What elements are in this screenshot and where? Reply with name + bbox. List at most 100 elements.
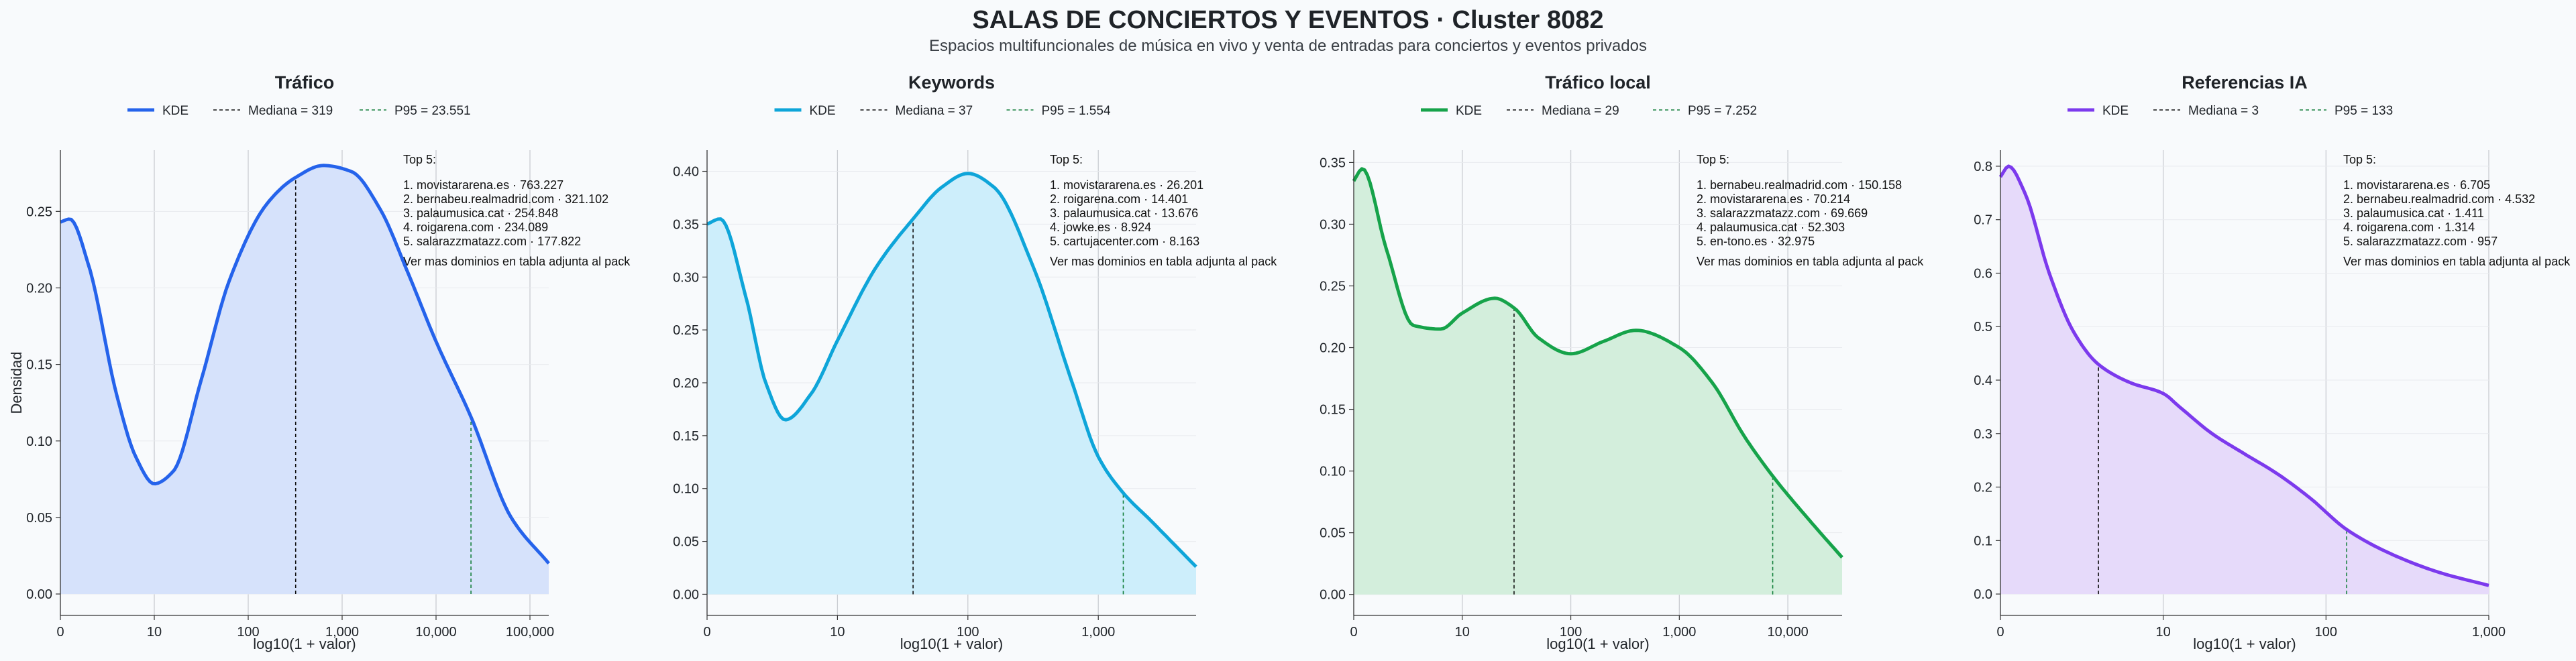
kde-area: [707, 173, 1196, 595]
y-tick-label: 0.05: [1320, 526, 1346, 541]
y-tick-label: 0.15: [1320, 403, 1346, 418]
x-tick-label: 10,000: [415, 625, 456, 640]
top5-item: 5. cartujacenter.com · 8.163: [1050, 235, 1199, 248]
top5-title: Top 5:: [1697, 153, 1729, 166]
kde-line: [1352, 167, 1843, 559]
figure-title: SALAS DE CONCIERTOS Y EVENTOS · Cluster …: [972, 6, 1603, 34]
y-tick-label: 0.5: [1974, 320, 1992, 335]
top5-item: 1. bernabeu.realmadrid.com · 150.158: [1697, 178, 1902, 192]
top5-item: 1. movistararena.es · 763.227: [403, 178, 564, 192]
legend-p95-label: P95 = 7.252: [1688, 104, 1757, 118]
legend: KDE Mediana = 29 P95 = 7.252: [1421, 104, 1757, 118]
x-axis-label: log10(1 + valor): [900, 636, 1003, 652]
y-tick-label: 0.7: [1974, 213, 1992, 228]
x-tick-label: 0: [1996, 625, 2004, 640]
legend: KDE Mediana = 37 P95 = 1.554: [774, 104, 1111, 118]
y-axis-label: Densidad: [8, 352, 25, 414]
top5-item: 4. palaumusica.cat · 52.303: [1697, 221, 1845, 234]
y-tick-label: 0.35: [1320, 156, 1346, 170]
y-tick-label: 0.2: [1974, 481, 1992, 495]
y-tick-label: 0.0: [1974, 587, 1992, 602]
panel-3: Tráfico local KDE Mediana = 29 P95 = 7.252 0…: [1320, 72, 1924, 652]
kde-line: [706, 172, 1197, 568]
x-tick-label: 10: [147, 625, 162, 640]
top5-note: Ver mas dominios en tabla adjunta al pac…: [1697, 255, 1924, 268]
kde-line: [60, 164, 550, 564]
x-tick-label: 10: [830, 625, 845, 640]
top5-item: 2. bernabeu.realmadrid.com · 4.532: [2343, 192, 2535, 206]
x-tick-label: 100: [2315, 625, 2337, 640]
top5-item: 3. palaumusica.cat · 1.411: [2343, 206, 2484, 220]
top5-item: 3. palaumusica.cat · 254.848: [403, 206, 558, 220]
figure-subtitle: Espacios multifuncionales de música en v…: [929, 37, 1647, 55]
legend-median-label: Mediana = 29: [1542, 104, 1619, 118]
kde-area: [2000, 166, 2489, 595]
x-tick-label: 100,000: [506, 625, 554, 640]
kde-area: [60, 165, 549, 595]
top5-item: 5. salarazzmatazz.com · 957: [2343, 235, 2498, 248]
x-tick-label: 10: [1455, 625, 1470, 640]
y-tick-label: 0.00: [26, 587, 52, 602]
y-tick-label: 0.30: [673, 270, 699, 285]
y-tick-label: 0.25: [673, 323, 699, 338]
y-tick-label: 0.00: [673, 587, 699, 602]
y-tick-label: 0.20: [673, 376, 699, 391]
top5-item: 5. en-tono.es · 32.975: [1697, 235, 1815, 248]
x-tick-label: 100: [957, 625, 979, 640]
y-tick-label: 0.15: [26, 358, 52, 373]
x-tick-label: 100: [1560, 625, 1582, 640]
y-tick-label: 0.8: [1974, 160, 1992, 174]
y-tick-label: 0.40: [673, 165, 699, 180]
y-tick-label: 0.3: [1974, 427, 1992, 442]
top5-item: 4. jowke.es · 8.924: [1050, 221, 1151, 234]
panel-2: Keywords KDE Mediana = 37 P95 = 1.554 0 10 100…: [673, 72, 1277, 652]
panels: Tráfico KDE Mediana = 319 P95 = 23.551 0 10 10…: [8, 72, 2571, 652]
y-tick-label: 0.05: [26, 511, 52, 526]
x-tick-label: 0: [1350, 625, 1357, 640]
y-tick-label: 0.20: [1320, 341, 1346, 356]
top5-item: 5. salarazzmatazz.com · 177.822: [403, 235, 581, 248]
y-tick-label: 0.4: [1974, 373, 1992, 388]
x-axis-label: log10(1 + valor): [253, 636, 356, 652]
y-tick-label: 0.6: [1974, 266, 1992, 281]
top5-item: 2. movistararena.es · 70.214: [1697, 192, 1850, 206]
y-tick-label: 0.15: [673, 429, 699, 444]
top5-item: 4. roigarena.com · 1.314: [2343, 221, 2475, 234]
top5-note: Ver mas dominios en tabla adjunta al pac…: [403, 255, 631, 268]
y-tick-label: 0.00: [1320, 588, 1346, 603]
top5-title: Top 5:: [403, 153, 436, 166]
legend-median-label: Mediana = 37: [896, 104, 973, 118]
kde-area: [1354, 168, 1842, 595]
panel-title: Keywords: [908, 72, 995, 93]
top5-item: 2. bernabeu.realmadrid.com · 321.102: [403, 192, 608, 206]
kde-line: [1998, 164, 2489, 587]
legend-kde-label: KDE: [2102, 104, 2129, 118]
x-tick-label: 0: [703, 625, 710, 640]
panel-title: Tráfico: [275, 72, 335, 93]
x-tick-label: 1,000: [1081, 625, 1115, 640]
legend-p95-label: P95 = 133: [2334, 104, 2393, 118]
x-tick-label: 10: [2156, 625, 2171, 640]
x-tick-label: 1,000: [2472, 625, 2506, 640]
x-tick-label: 100: [237, 625, 259, 640]
panel-title: Referencias IA: [2182, 72, 2308, 93]
top5-item: 1. movistararena.es · 26.201: [1050, 178, 1203, 192]
panel-1: Tráfico KDE Mediana = 319 P95 = 23.551 0 10 10…: [8, 72, 631, 652]
y-tick-label: 0.10: [26, 434, 52, 449]
top5-note: Ver mas dominios en tabla adjunta al pac…: [2343, 255, 2571, 268]
legend-p95-label: P95 = 23.551: [394, 104, 471, 118]
panel-4: Referencias IA KDE Mediana = 3 P95 = 133 0 10…: [1974, 72, 2571, 652]
y-tick-label: 0.10: [1320, 465, 1346, 479]
top5-annotation: Top 5: 1. bernabeu.realmadrid.com · 150.1…: [1697, 153, 1924, 268]
legend: KDE Mediana = 3 P95 = 133: [2068, 104, 2393, 118]
y-tick-label: 0.25: [26, 204, 52, 219]
y-tick-label: 0.35: [673, 217, 699, 232]
top5-item: 2. roigarena.com · 14.401: [1050, 192, 1188, 206]
y-tick-label: 0.30: [1320, 217, 1346, 232]
x-tick-label: 0: [56, 625, 64, 640]
x-tick-label: 1,000: [1662, 625, 1696, 640]
